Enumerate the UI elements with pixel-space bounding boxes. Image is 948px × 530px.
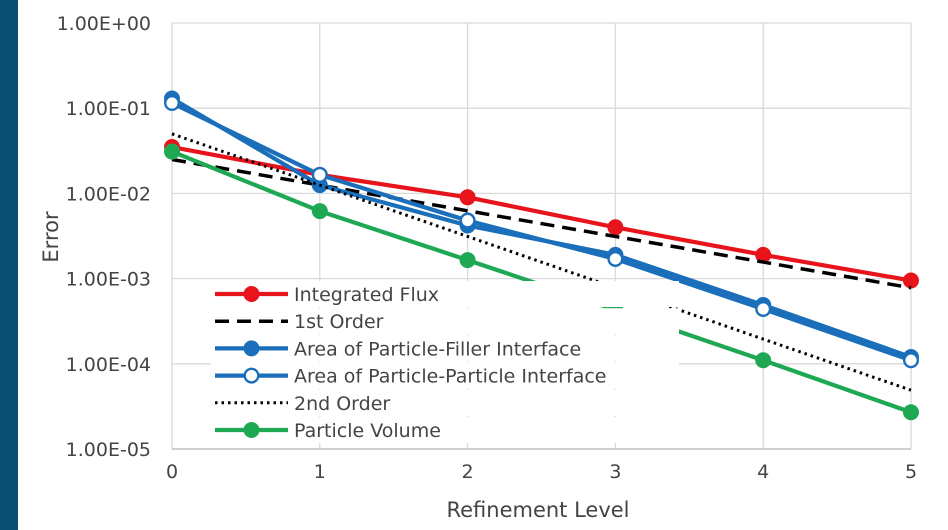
legend-entry-background	[211, 335, 679, 362]
y-tick-label: 1.00E+00	[57, 13, 151, 35]
y-tick-label: 1.00E-03	[66, 269, 151, 291]
series-layer	[163, 90, 920, 421]
data-point-marker	[755, 352, 772, 369]
data-point-marker	[243, 367, 260, 384]
legend-entry-background	[211, 362, 679, 389]
series-line-integrated-flux	[171, 144, 912, 283]
data-point-marker	[164, 143, 180, 160]
legend-label: 1st Order	[294, 311, 384, 333]
data-point-marker	[903, 352, 920, 369]
y-tick-label: 1.00E-04	[66, 354, 151, 376]
legend: Integrated Flux 1st Order Area of Particle…	[211, 281, 679, 443]
x-tick-label: 2	[462, 461, 474, 483]
data-point-marker	[459, 189, 476, 206]
data-point-marker	[243, 286, 260, 302]
x-tick-label: 3	[609, 461, 621, 483]
legend-label: Area of Particle-Filler Interface	[294, 338, 581, 360]
x-tick-label: 5	[905, 461, 917, 483]
x-axis-title: Refinement Level	[446, 498, 629, 522]
y-tick-label: 1.00E-01	[66, 98, 151, 120]
series-line-1st-order	[171, 157, 912, 290]
axis-layer: 0 1 2 3 4 5 1.00E+00 1.00E-01 1.00E-02 1.00E-03 1.…	[57, 13, 917, 483]
data-point-marker	[243, 340, 260, 357]
legend-label: Area of Particle-Particle Interface	[294, 366, 606, 388]
x-tick-label: 1	[314, 461, 326, 483]
y-tick-label: 1.00E-02	[66, 183, 151, 205]
legend-entry-background	[211, 417, 679, 443]
data-point-marker	[459, 212, 476, 229]
chart-frame: 0 1 2 3 4 5 1.00E+00 1.00E-01 1.00E-02 1.00E-03 1.…	[18, 0, 948, 530]
data-point-marker	[311, 203, 328, 220]
series-line-2nd-order	[171, 132, 912, 392]
data-point-marker	[163, 95, 180, 112]
data-point-marker	[243, 422, 260, 438]
data-point-marker	[607, 219, 624, 236]
data-point-marker	[903, 404, 919, 421]
legend-entry-background	[211, 281, 679, 307]
series-line-area-of-particle-particle-interface	[171, 101, 912, 363]
error-vs-refinement-chart: 0 1 2 3 4 5 1.00E+00 1.00E-01 1.00E-02 1.00E-03 1.…	[39, 13, 920, 522]
data-point-marker	[903, 272, 919, 289]
legend-label: 2nd Order	[294, 393, 390, 415]
data-point-marker	[607, 250, 624, 267]
legend-entry-background	[211, 308, 679, 335]
legend-label: Particle Volume	[294, 420, 441, 442]
x-tick-label: 0	[166, 461, 178, 483]
y-axis-title: Error	[39, 211, 63, 263]
data-point-marker	[755, 300, 772, 317]
legend-label: Integrated Flux	[294, 284, 439, 306]
x-tick-label: 4	[757, 461, 769, 483]
data-point-marker	[311, 166, 328, 183]
legend-entry-background	[211, 389, 679, 416]
y-tick-label: 1.00E-05	[66, 439, 151, 461]
data-point-marker	[459, 252, 476, 269]
